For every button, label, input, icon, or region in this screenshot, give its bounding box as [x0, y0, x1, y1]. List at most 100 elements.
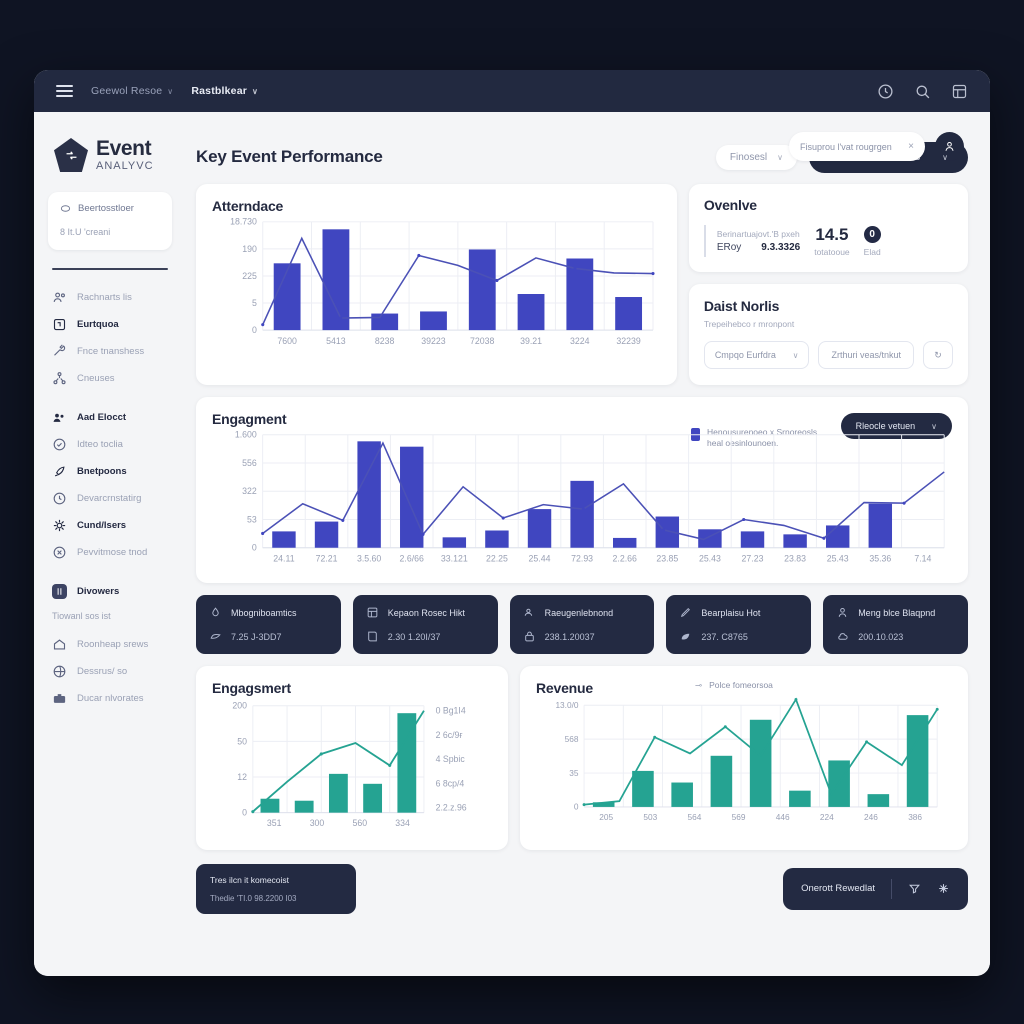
- sidebar-item-8[interactable]: Cund/lsers: [48, 512, 172, 539]
- sidebar-item-13[interactable]: Ducar nlvorates: [48, 685, 172, 712]
- stat-card-2-value-row: 238.1.20037: [523, 630, 642, 643]
- svg-text:0: 0: [252, 543, 257, 553]
- brand-subtitle: ANALYVC: [96, 160, 154, 172]
- revenue-card: Revenue ⊸ Polce fomeorsoa 13.0/0 568 35 0 20…: [520, 666, 968, 850]
- apps-icon[interactable]: [951, 83, 968, 100]
- sidebar-item-6[interactable]: Bnetpoons: [48, 458, 172, 485]
- stat-card-0-title-row: Mbogniboamtics: [209, 606, 328, 619]
- dataset-select[interactable]: Cmpqo Eurfdra ∨: [703, 341, 810, 369]
- camera-icon: [523, 606, 536, 619]
- sidebar-item-9[interactable]: Pevvitmose tnod: [48, 539, 172, 566]
- stat-card-3[interactable]: Bearplaisu Hot 237. C8765: [666, 595, 812, 655]
- filter-button-label: Finosesl: [729, 151, 768, 163]
- overview-kv-label: ERoy: [716, 242, 742, 253]
- svg-text:3224: 3224: [570, 336, 590, 346]
- stat-strip: Mbogniboamtics 7.25 J-3DD7 Kepaon Rosec …: [196, 595, 968, 655]
- stat-card-0-value-row: 7.25 J-3DD7: [209, 630, 328, 643]
- overview-kv-value: 9.3.3326: [761, 242, 801, 253]
- sidebar-item-10[interactable]: Divowers: [48, 578, 172, 605]
- svg-text:7.14: 7.14: [914, 553, 931, 563]
- pen-icon: [679, 606, 692, 619]
- svg-text:446: 446: [776, 812, 790, 822]
- toast-notification[interactable]: Tres ilcn it komecoist Thedie 'TI.0 98.2…: [196, 863, 356, 914]
- toast-title: Tres ilcn it komecoist: [210, 874, 290, 885]
- svg-text:2.6/66: 2.6/66: [400, 553, 424, 563]
- top-navigation-bar: Geewol Resoe ∨ Rastblkear ∨: [34, 70, 990, 112]
- svg-text:25.43: 25.43: [699, 553, 721, 563]
- history-icon[interactable]: [877, 83, 894, 100]
- sidebar-info-card[interactable]: Beertosstloer 8 It.U 'creani: [48, 192, 172, 250]
- bottom-bar: Tres ilcn it komecoist Thedie 'TI.0 98.2…: [196, 863, 968, 914]
- attendance-chart[interactable]: 18.730 190 225 5 0 7600 5413 8238 39223 72038 39.2…: [212, 214, 661, 355]
- svg-text:35: 35: [569, 768, 579, 778]
- engagement-chart[interactable]: 1.600 556 322 53 0 24.11 72.21 3.5.60 2.6/66 33.1…: [212, 427, 952, 573]
- overview-title: Ovenlve: [703, 197, 757, 213]
- home-icon: [52, 637, 67, 652]
- svg-text:2.2.z.96: 2.2.z.96: [436, 803, 467, 813]
- stat-card-3-title-row: Bearplaisu Hot: [679, 606, 798, 619]
- sidebar-item-1[interactable]: Eurtquoa: [48, 311, 172, 338]
- sidebar-item-4[interactable]: Aad Elocct: [48, 404, 172, 431]
- bottom-action-bar[interactable]: Onerott Rewedlat: [783, 867, 968, 910]
- network-icon: [52, 371, 67, 386]
- stat-card-0[interactable]: Mbogniboamtics 7.25 J-3DD7: [196, 595, 341, 655]
- sidebar-item-3-label: Cneuses: [77, 373, 115, 384]
- sidebar-item-2[interactable]: Fnce tnanshess: [48, 338, 172, 365]
- svg-text:351: 351: [267, 818, 282, 828]
- svg-text:0: 0: [242, 808, 247, 818]
- sidebar-item-5-label: Idteo toclia: [77, 439, 123, 450]
- tools-icon: [52, 344, 67, 359]
- nav-item-1[interactable]: Rastblkear ∨: [191, 85, 258, 97]
- engagement-bottom-chart[interactable]: 200 50 12 0 351 300 560 334 0 Bg1I4 2 6c/9ғ 4 Spbi…: [212, 696, 492, 840]
- sidebar-item-7[interactable]: Devarcrnstatirg: [48, 485, 172, 512]
- attendance-chart-card: Atterndace 18.730 190 225 5 0 7600 5413 8238 392…: [196, 184, 677, 385]
- revenue-legend-label: Polce fomeorsoa: [709, 680, 773, 691]
- dataset-subtitle: Trepeihebco r mronpont: [703, 319, 795, 329]
- svg-text:27.23: 27.23: [742, 553, 764, 563]
- stat-card-1[interactable]: Kepaon Rosec Hikt 2.30 1.20I/37: [352, 595, 498, 655]
- sidebar-info-card-title: Beertosstloer: [78, 203, 134, 214]
- page-title: Key Event Performance: [196, 147, 383, 166]
- sidebar-item-3[interactable]: Cneuses: [48, 365, 172, 392]
- nav-item-0[interactable]: Geewol Resoe ∨: [91, 85, 173, 97]
- sidebar-item-12[interactable]: Dessrus/ so: [48, 658, 172, 685]
- filter-button[interactable]: Finosesl ∨: [715, 144, 797, 170]
- sidebar-item-0[interactable]: Rachnarts lis: [48, 284, 172, 311]
- svg-text:225: 225: [242, 271, 257, 281]
- search-icon[interactable]: [914, 83, 931, 100]
- svg-text:1.600: 1.600: [235, 430, 257, 440]
- dataset-select-label: Cmpqo Eurfdra: [714, 350, 776, 360]
- stat-card-2[interactable]: Raeugenlebnond 238.1.20037: [509, 595, 655, 655]
- stat-card-4[interactable]: Meng blce Blaqpnd 200.10.023: [823, 595, 968, 655]
- sidebar-item-7-label: Devarcrnstatirg: [77, 493, 142, 504]
- toast-subtitle: Thedie 'TI.0 98.2200 I03: [210, 893, 297, 903]
- bottom-right-group: Onerott Rewedlat: [783, 867, 968, 910]
- filter-icon[interactable]: [908, 882, 921, 895]
- dataset-refresh-button[interactable]: ↻: [923, 341, 953, 369]
- svg-text:25.44: 25.44: [529, 553, 551, 563]
- dataset-button[interactable]: Zrthuri veas/tnkut: [818, 341, 914, 369]
- stat-card-0-value: 7.25 J-3DD7: [231, 631, 282, 642]
- sidebar-item-11[interactable]: Roonheap srews: [48, 631, 172, 658]
- svg-text:0 Bg1I4: 0 Bg1I4: [436, 706, 466, 716]
- svg-text:7600: 7600: [277, 336, 297, 346]
- sparkle-icon[interactable]: [937, 882, 950, 895]
- sidebar-item-5[interactable]: Idteo toclia: [48, 431, 172, 458]
- svg-text:0: 0: [574, 802, 579, 812]
- stat-card-2-value: 238.1.20037: [544, 631, 595, 642]
- hamburger-icon[interactable]: [56, 85, 73, 97]
- sidebar-item-4-label: Aad Elocct: [77, 412, 127, 423]
- svg-text:50: 50: [237, 736, 247, 746]
- sidebar-item-12-label: Dessrus/ so: [77, 666, 128, 677]
- avatar[interactable]: [935, 132, 964, 161]
- search-floating-group: Fisuprou l'vat rougrgen ×: [789, 132, 964, 161]
- svg-text:25.43: 25.43: [827, 553, 849, 563]
- briefcase-icon: [52, 691, 67, 706]
- sidebar-item-8-label: Cund/lsers: [77, 520, 127, 531]
- sidebar-nav-list: Rachnarts lis Eurtquoa Fnce tnanshess Cn…: [48, 284, 172, 712]
- stat-card-3-value: 237. C8765: [701, 631, 748, 642]
- revenue-chart[interactable]: 13.0/0 568 35 0 205 503 564 569 446 224 246 386: [536, 696, 952, 833]
- search-input[interactable]: Fisuprou l'vat rougrgen ×: [789, 132, 925, 161]
- overview-badge-caption: Elad: [863, 246, 881, 257]
- close-icon[interactable]: ×: [908, 141, 914, 152]
